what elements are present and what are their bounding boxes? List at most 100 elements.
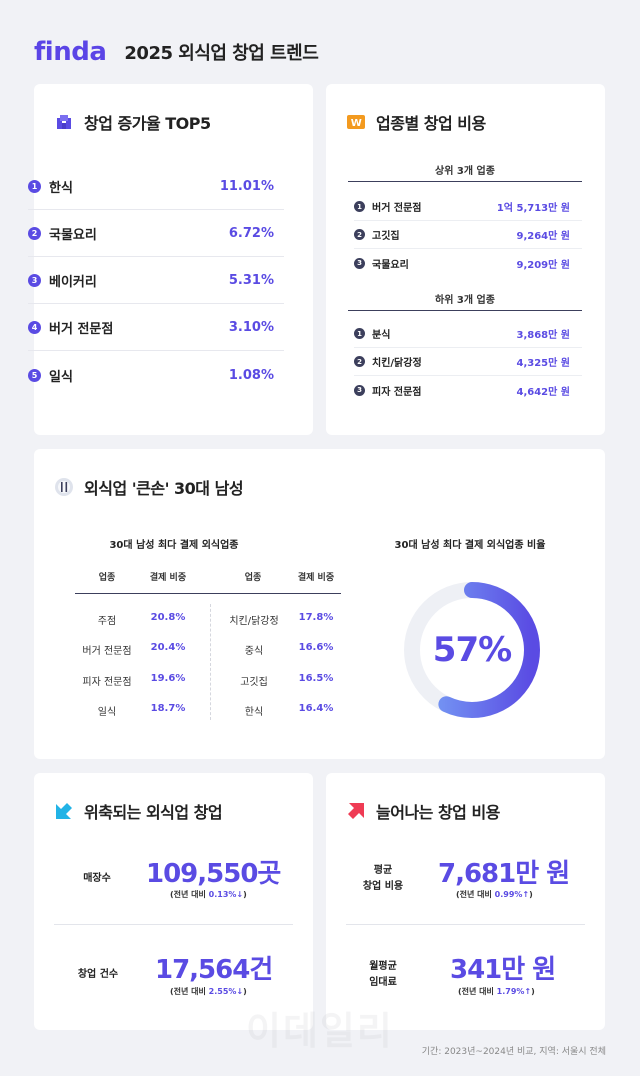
- divider: [348, 181, 582, 182]
- cost-value: 4,325만 원: [516, 358, 570, 369]
- top5-value: 5.31%: [228, 273, 274, 288]
- top5-card-title: 창업 증가율 TOP5: [54, 110, 211, 134]
- table-divider: [210, 604, 211, 720]
- table-header: 결제 비중: [297, 573, 335, 583]
- table-cell: 19.6%: [150, 673, 186, 684]
- table-cell: 치킨/닭강정: [229, 616, 279, 627]
- rank-badge: 4: [28, 321, 41, 334]
- table-cell: 16.4%: [298, 703, 334, 714]
- men30-card-title: 외식업 '큰손' 30대 남성: [54, 475, 244, 499]
- cost-value: 4,642만 원: [516, 386, 570, 398]
- rank-badge: 3: [354, 257, 365, 269]
- cost-bottom-heading: 하위 3개 업종: [435, 295, 495, 306]
- cost-row: 2 치킨/닭강정 4,325만 원: [354, 348, 582, 376]
- table-cell: 주점: [97, 616, 117, 627]
- watermark: 이데일리: [246, 1009, 394, 1053]
- cost-value: 1억 5,713만 원: [496, 203, 570, 214]
- table-title: 30대 남성 최다 결제 외식업종: [109, 540, 239, 551]
- top5-label: 베이커리: [49, 275, 97, 290]
- top5-label: 한식: [49, 181, 73, 196]
- stat-label: 창업 건수: [77, 969, 119, 980]
- top5-row: 5 일식 1.08%: [28, 352, 284, 398]
- shrink-title: 위축되는 외식업 창업: [84, 803, 223, 822]
- cost-label: 치킨/닭강정: [372, 358, 422, 369]
- cost-label: 버거 전문점: [372, 203, 422, 214]
- arrow-up-right-icon: [346, 801, 366, 821]
- table-header: 결제 비중: [149, 573, 187, 583]
- table-cell: 중식: [244, 646, 264, 657]
- cost-card-title: W 업종별 창업 비용: [346, 110, 486, 134]
- table-cell: 16.5%: [298, 673, 334, 684]
- cost-row: 3 국물요리 9,209만 원: [354, 249, 582, 277]
- cost-label: 피자 전문점: [372, 386, 422, 398]
- footnote: 기간: 2023년~2024년 비교, 지역: 서울시 전체: [421, 1047, 606, 1057]
- rank-badge: 3: [354, 384, 365, 396]
- shrink-card: 위축되는 외식업 창업 매장수 109,550곳 (전년 대비 0.13%↓) …: [34, 773, 313, 1030]
- svg-text:W: W: [351, 118, 362, 129]
- table-cell: 16.6%: [298, 642, 334, 653]
- top5-value: 1.08%: [228, 367, 274, 383]
- divider: [348, 310, 582, 311]
- stat-change: (전년 대비 0.13%↓): [170, 890, 247, 899]
- donut-title: 30대 남성 최다 결제 외식업종 비율: [394, 540, 546, 551]
- rank-badge: 5: [28, 368, 41, 382]
- cost-title: 업종별 창업 비용: [376, 114, 486, 133]
- table-header: 업종: [98, 573, 116, 583]
- cost-top-heading: 상위 3개 업종: [435, 166, 495, 177]
- table-cell: 20.8%: [150, 612, 186, 623]
- stat-value: 341만 원: [450, 955, 556, 985]
- table-cell: 일식: [97, 707, 117, 718]
- men30-title: 외식업 '큰손' 30대 남성: [84, 479, 244, 498]
- stat-label: 월평균 임대료: [369, 961, 397, 988]
- cost-value: 9,209만 원: [516, 259, 570, 271]
- stat-value: 109,550곳: [146, 859, 281, 889]
- top5-value: 3.10%: [228, 320, 274, 335]
- rank-badge: 1: [354, 201, 365, 212]
- dining-icon: [54, 477, 74, 497]
- top5-row: 4 버거 전문점 3.10%: [28, 305, 284, 351]
- table-cell: 버거 전문점: [82, 646, 132, 657]
- rank-badge: 2: [354, 229, 365, 240]
- stat-label: 매장수: [83, 873, 111, 884]
- rank-badge: 2: [28, 227, 41, 240]
- top5-row: 1 한식 11.01%: [28, 164, 284, 210]
- finda-logo: finda: [34, 37, 107, 67]
- rise-card: 늘어나는 창업 비용 평균 창업 비용 7,681만 원 (전년 대비 0.99%…: [326, 773, 605, 1030]
- rank-badge: 1: [354, 328, 365, 339]
- top5-label: 일식: [49, 369, 73, 385]
- cost-row: 1 버거 전문점 1억 5,713만 원: [354, 193, 582, 221]
- cost-row: 3 피자 전문점 4,642만 원: [354, 376, 582, 404]
- top5-row: 3 베이커리 5.31%: [28, 258, 284, 304]
- table-cell: 20.4%: [150, 642, 186, 653]
- shrink-card-title: 위축되는 외식업 창업: [54, 799, 223, 823]
- table-rule: [75, 593, 341, 594]
- cost-card: W 업종별 창업 비용 상위 3개 업종 1 버거 전문점 1억 5,713만 …: [326, 84, 605, 435]
- table-cell: 18.7%: [150, 703, 186, 714]
- table-header: 업종: [244, 573, 262, 583]
- divider: [54, 924, 293, 925]
- cost-label: 국물요리: [372, 259, 409, 271]
- rise-card-title: 늘어나는 창업 비용: [346, 799, 500, 823]
- stat-label: 평균 창업 비용: [362, 865, 404, 892]
- table-cell: 고깃집: [240, 677, 268, 688]
- cost-label: 고깃집: [372, 231, 400, 242]
- table-cell: 한식: [244, 707, 264, 718]
- rank-badge: 1: [28, 180, 41, 193]
- stat-value: 7,681만 원: [438, 859, 570, 889]
- rise-title: 늘어나는 창업 비용: [376, 803, 500, 822]
- page-title: 2025 외식업 창업 트렌드: [124, 43, 319, 64]
- won-icon: W: [346, 112, 366, 132]
- stat-value: 17,564건: [155, 955, 273, 985]
- donut-arc: [404, 582, 540, 718]
- donut-chart: [404, 582, 540, 718]
- divider: [346, 924, 585, 925]
- stat-change: (전년 대비 1.79%↑): [458, 987, 535, 996]
- page-header: finda 2025 외식업 창업 트렌드: [34, 36, 319, 68]
- top5-value: 6.72%: [228, 226, 274, 241]
- table-cell: 17.8%: [298, 612, 334, 623]
- stat-change: (전년 대비 0.99%↑): [456, 890, 533, 899]
- top5-row: 2 국물요리 6.72%: [28, 211, 284, 257]
- cost-row: 1 분식 3,868만 원: [354, 320, 582, 348]
- donut-value: 57%: [432, 630, 512, 670]
- top5-label: 국물요리: [49, 228, 97, 243]
